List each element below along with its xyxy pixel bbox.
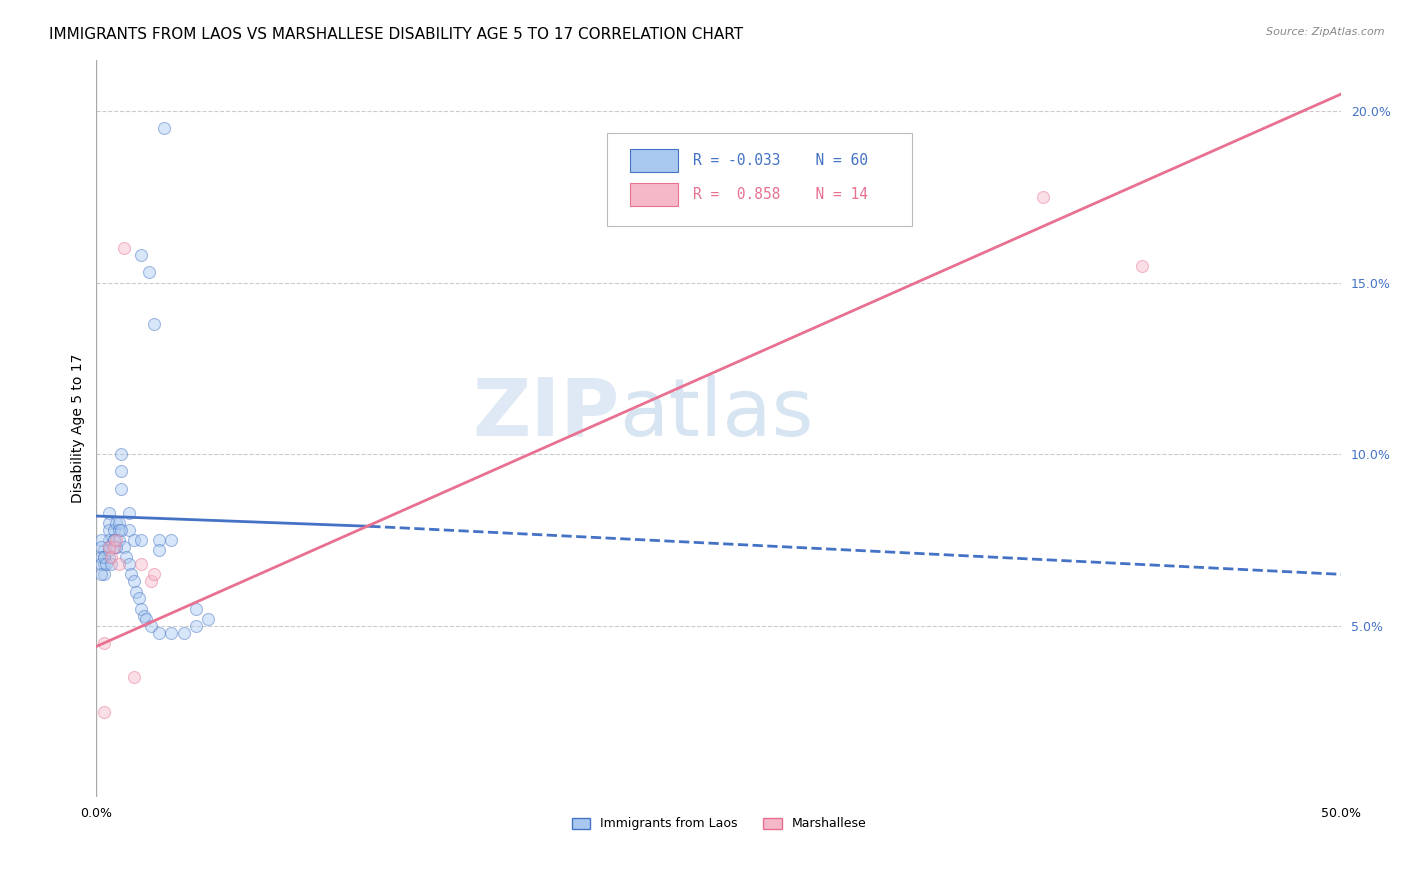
Point bbox=[139, 619, 162, 633]
Point bbox=[129, 557, 152, 571]
Point bbox=[97, 550, 120, 565]
Point bbox=[197, 612, 219, 626]
Point bbox=[97, 506, 120, 520]
Point bbox=[173, 625, 195, 640]
Point bbox=[105, 540, 128, 554]
Point bbox=[103, 533, 125, 547]
Point bbox=[112, 540, 135, 554]
Point bbox=[142, 567, 165, 582]
Point bbox=[107, 523, 129, 537]
Text: atlas: atlas bbox=[619, 375, 814, 453]
Point bbox=[103, 523, 125, 537]
FancyBboxPatch shape bbox=[607, 134, 912, 226]
Point bbox=[148, 533, 170, 547]
Point bbox=[97, 523, 120, 537]
Point bbox=[122, 533, 145, 547]
Point bbox=[100, 550, 122, 565]
Point bbox=[105, 540, 128, 554]
Point bbox=[97, 540, 120, 554]
Point bbox=[107, 557, 129, 571]
Point bbox=[118, 523, 141, 537]
Point bbox=[128, 591, 150, 606]
FancyBboxPatch shape bbox=[630, 183, 678, 206]
Point bbox=[97, 543, 120, 558]
Point bbox=[90, 540, 112, 554]
Text: R =  0.858    N = 14: R = 0.858 N = 14 bbox=[693, 187, 868, 202]
Point bbox=[90, 550, 112, 565]
Point bbox=[107, 516, 129, 530]
Point bbox=[132, 608, 155, 623]
Text: ZIP: ZIP bbox=[472, 375, 619, 453]
Point bbox=[129, 601, 152, 615]
Y-axis label: Disability Age 5 to 17: Disability Age 5 to 17 bbox=[72, 354, 86, 503]
Point bbox=[129, 533, 152, 547]
Point bbox=[107, 533, 129, 547]
Point bbox=[96, 557, 118, 571]
Point bbox=[110, 523, 132, 537]
Point bbox=[129, 248, 152, 262]
Text: R = -0.033    N = 60: R = -0.033 N = 60 bbox=[693, 153, 868, 169]
Point bbox=[105, 533, 128, 547]
Point bbox=[97, 540, 120, 554]
Point bbox=[90, 557, 112, 571]
Point bbox=[122, 574, 145, 589]
Point bbox=[160, 533, 183, 547]
Point bbox=[122, 670, 145, 684]
Point bbox=[125, 584, 148, 599]
Point bbox=[93, 550, 115, 565]
Point bbox=[160, 625, 183, 640]
Point bbox=[112, 241, 135, 255]
Legend: Immigrants from Laos, Marshallese: Immigrants from Laos, Marshallese bbox=[567, 813, 872, 836]
Point bbox=[93, 550, 115, 565]
Point bbox=[110, 482, 132, 496]
Point bbox=[184, 601, 207, 615]
Point bbox=[97, 533, 120, 547]
Point bbox=[93, 636, 115, 650]
Point bbox=[152, 121, 174, 136]
Point bbox=[105, 516, 128, 530]
Point bbox=[93, 543, 115, 558]
Point bbox=[93, 567, 115, 582]
Point bbox=[148, 543, 170, 558]
Point bbox=[103, 540, 125, 554]
Point bbox=[103, 533, 125, 547]
Point bbox=[100, 557, 122, 571]
Point bbox=[1032, 190, 1054, 204]
Point bbox=[120, 567, 142, 582]
Text: Source: ZipAtlas.com: Source: ZipAtlas.com bbox=[1267, 27, 1385, 37]
FancyBboxPatch shape bbox=[630, 149, 678, 172]
Point bbox=[93, 705, 115, 719]
Point bbox=[110, 464, 132, 478]
Point bbox=[135, 612, 157, 626]
Point bbox=[142, 317, 165, 331]
Point bbox=[118, 557, 141, 571]
Point bbox=[1130, 259, 1153, 273]
Point bbox=[139, 574, 162, 589]
Point bbox=[115, 550, 138, 565]
Point bbox=[97, 516, 120, 530]
Point bbox=[110, 447, 132, 461]
Point bbox=[118, 506, 141, 520]
Point bbox=[93, 557, 115, 571]
Text: IMMIGRANTS FROM LAOS VS MARSHALLESE DISABILITY AGE 5 TO 17 CORRELATION CHART: IMMIGRANTS FROM LAOS VS MARSHALLESE DISA… bbox=[49, 27, 744, 42]
Point bbox=[148, 625, 170, 640]
Point bbox=[138, 265, 160, 279]
Point bbox=[184, 619, 207, 633]
Point bbox=[90, 533, 112, 547]
Point bbox=[90, 567, 112, 582]
